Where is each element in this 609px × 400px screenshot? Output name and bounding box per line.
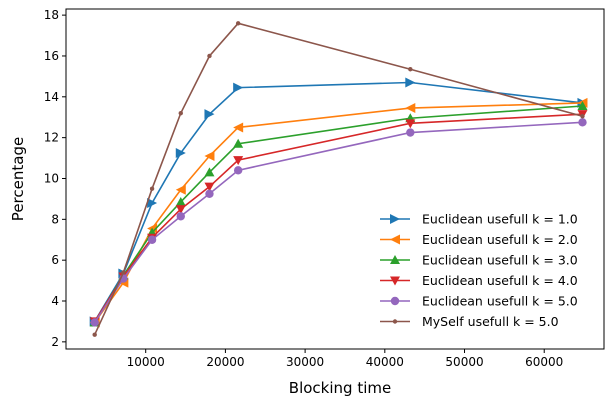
x-axis: 10000 20000 30000 40000 50000 60000: [127, 349, 564, 369]
y-tick-label: 6: [51, 253, 59, 267]
y-axis: 2 4 6 8 10 12 14 16 18: [44, 8, 66, 349]
y-tick-label: 16: [44, 49, 59, 63]
legend-item: Euclidean usefull k = 4.0: [380, 273, 578, 288]
legend-item: Euclidean usefull k = 5.0: [380, 294, 578, 309]
legend-marker: [393, 319, 397, 323]
data-point: [205, 190, 213, 198]
data-point: [408, 67, 412, 71]
x-tick-label: 10000: [127, 355, 165, 369]
data-point: [236, 21, 240, 25]
y-tick-label: 2: [51, 335, 59, 349]
legend-label: Euclidean usefull k = 1.0: [422, 212, 578, 227]
y-tick-label: 18: [44, 8, 59, 22]
data-point: [92, 333, 96, 337]
data-point: [405, 103, 415, 113]
legend-label: Euclidean usefull k = 2.0: [422, 232, 578, 247]
data-point: [405, 78, 415, 88]
series-1: [90, 78, 588, 327]
y-tick-label: 14: [44, 90, 59, 104]
legend-marker: [390, 235, 400, 245]
data-point: [406, 128, 414, 136]
data-point: [177, 212, 185, 220]
y-tick-label: 4: [51, 294, 59, 308]
x-axis-label: Blocking time: [289, 379, 391, 397]
data-point: [179, 111, 183, 115]
x-tick-label: 30000: [286, 355, 324, 369]
legend-label: Euclidean usefull k = 3.0: [422, 253, 578, 268]
data-point: [233, 83, 243, 93]
legend-label: MySelf usefull k = 5.0: [422, 314, 559, 329]
data-point: [90, 318, 98, 326]
data-point: [234, 166, 242, 174]
legend-marker: [390, 214, 400, 224]
legend: Euclidean usefull k = 1.0 Euclidean usefu…: [380, 212, 578, 330]
legend-label: Euclidean usefull k = 4.0: [422, 273, 578, 288]
data-point: [578, 118, 586, 126]
legend-marker: [391, 297, 399, 305]
data-point: [148, 236, 156, 244]
data-point: [121, 270, 125, 274]
series-layer: [90, 21, 588, 337]
x-tick-label: 50000: [445, 355, 483, 369]
y-axis-label: Percentage: [9, 137, 27, 221]
data-point: [207, 54, 211, 58]
legend-item: Euclidean usefull k = 2.0: [380, 232, 578, 247]
legend-item: Euclidean usefull k = 1.0: [380, 212, 578, 227]
legend-item: Euclidean usefull k = 3.0: [380, 253, 578, 268]
x-tick-label: 60000: [525, 355, 563, 369]
x-tick-label: 20000: [206, 355, 244, 369]
legend-item: MySelf usefull k = 5.0: [380, 314, 559, 329]
y-tick-label: 10: [44, 171, 59, 185]
x-tick-label: 40000: [366, 355, 404, 369]
y-tick-label: 12: [44, 131, 59, 145]
legend-label: Euclidean usefull k = 5.0: [422, 294, 578, 309]
y-tick-label: 8: [51, 212, 59, 226]
data-point: [150, 186, 154, 190]
data-point: [580, 114, 584, 118]
